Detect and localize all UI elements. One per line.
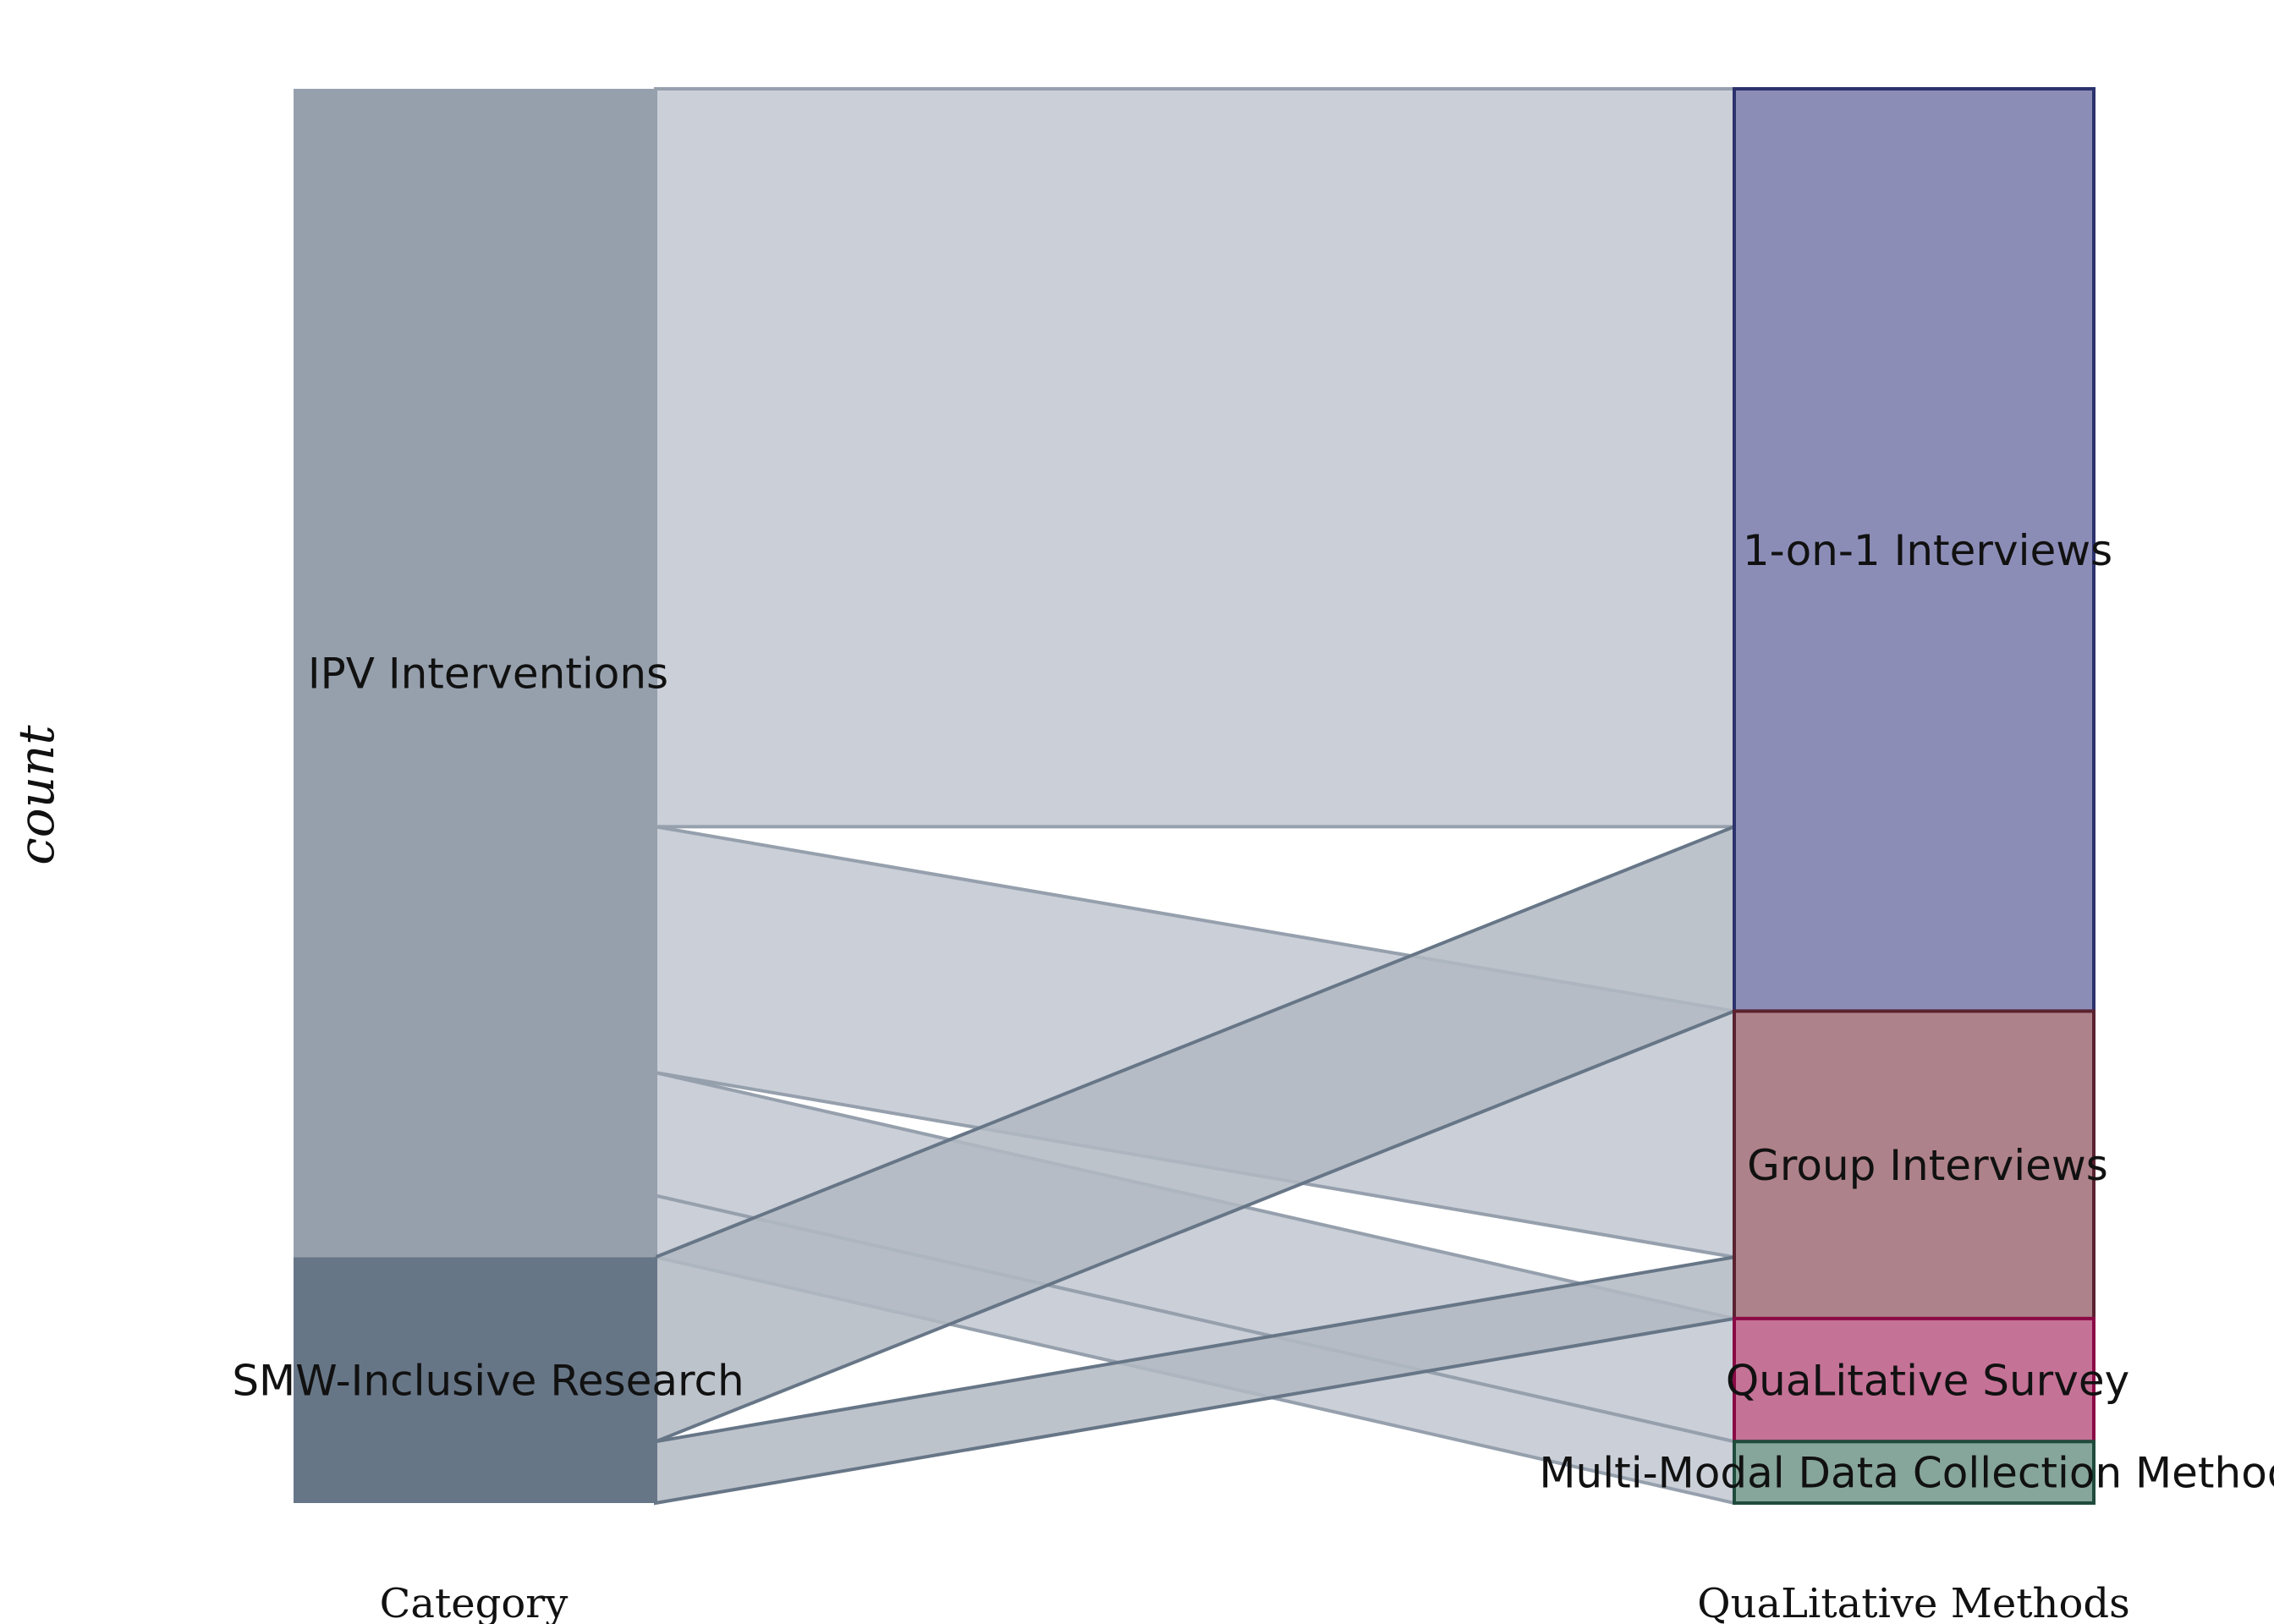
stratum-ipv-interventions bbox=[294, 89, 656, 1258]
stratum-smw-inclusive-research bbox=[294, 1257, 656, 1503]
stratum-label-multi-modal-data-collection-methods: Multi-Modal Data Collection Methods bbox=[1539, 1449, 2274, 1498]
y-axis-label: count bbox=[8, 725, 65, 865]
stratum-label-smw-inclusive-research: SMW-Inclusive Research bbox=[232, 1357, 744, 1406]
stratum-1-on-1-interviews bbox=[1733, 87, 2095, 1013]
stratum-label-group-interviews: Group Interviews bbox=[1747, 1141, 2108, 1190]
stratum-label-ipv-interventions: IPV Interventions bbox=[308, 650, 668, 699]
x-axis-label-category: Category bbox=[380, 1580, 568, 1624]
labels-layer: IPV Interventions SMW-Inclusive Research 1… bbox=[232, 526, 2274, 1497]
x-axis-label-methods: QuaLitative Methods bbox=[1697, 1580, 2129, 1624]
flow-ipv-interventions-to-1-on-1-interviews bbox=[654, 87, 1736, 829]
stratum-label-1-on-1-interviews: 1-on-1 Interviews bbox=[1743, 526, 2112, 575]
flows-layer bbox=[654, 87, 1736, 1506]
stratum-label-qualitative-survey: QuaLitative Survey bbox=[1726, 1357, 2129, 1406]
strata-layer bbox=[294, 87, 2095, 1505]
stratum-multi-modal-data-collection-methods bbox=[1733, 1440, 2095, 1505]
